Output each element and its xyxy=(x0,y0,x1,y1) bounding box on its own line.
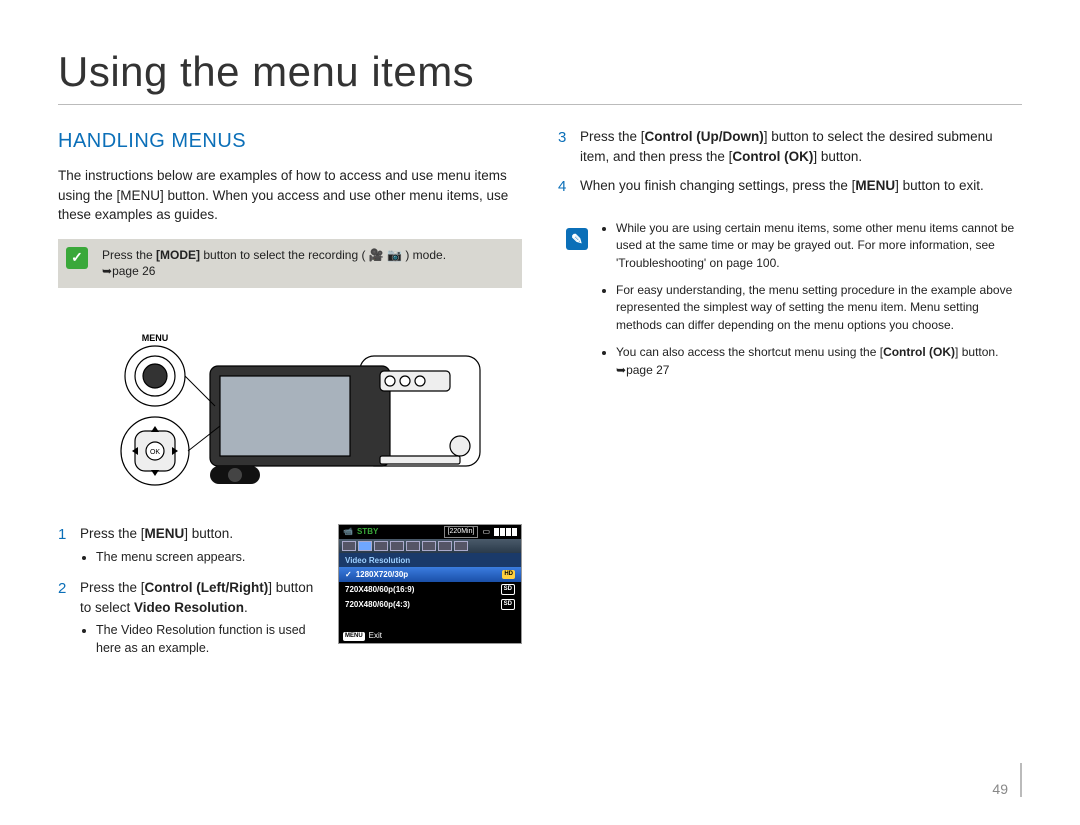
sd-badge: SD xyxy=(501,599,515,610)
step-2-bullet: The Video Resolution function is used he… xyxy=(96,621,324,657)
check-icon: ✓ xyxy=(345,569,352,581)
note-box: ✎ While you are using certain menu items… xyxy=(558,220,1022,379)
menu-item: 720X480/60p(4:3) SD xyxy=(339,597,521,612)
battery-icon xyxy=(494,528,517,536)
menu-header: Video Resolution xyxy=(339,553,521,567)
camcorder-illustration: MENU OK xyxy=(58,306,522,506)
left-column: HANDLING MENUS The instructions below ar… xyxy=(58,127,522,669)
arrow-icon: ➥ xyxy=(616,363,626,377)
menu-item-selected: ✓ 1280X720/30p HD xyxy=(339,567,521,582)
arrow-icon: ➥ xyxy=(102,264,112,278)
note-bullet-2: For easy understanding, the menu setting… xyxy=(616,282,1022,334)
ok-label-illustration: OK xyxy=(150,449,160,456)
section-heading: HANDLING MENUS xyxy=(58,127,522,156)
check-icon: ✓ xyxy=(66,247,88,269)
right-column: 3 Press the [Control (Up/Down)] button t… xyxy=(558,127,1022,669)
tip-text: Press the [MODE] button to select the re… xyxy=(102,248,446,279)
step-number: 1 xyxy=(58,524,70,568)
step-1-bullet: The menu screen appears. xyxy=(96,548,324,566)
card-icon: ▭ xyxy=(482,526,490,538)
camera-icon: 🎥 📷 xyxy=(369,248,402,262)
record-icon: 📹 xyxy=(343,526,353,538)
page-title: Using the menu items xyxy=(58,48,1022,105)
step-4: 4 When you finish changing settings, pre… xyxy=(558,176,1022,198)
note-bullet-1: While you are using certain menu items, … xyxy=(616,220,1022,272)
step-number: 4 xyxy=(558,176,570,198)
step-2: 2 Press the [Control (Left/Right)] butto… xyxy=(58,578,324,659)
camera-screen: 📹 STBY [220Min] ▭ Video Resolution ✓ 128… xyxy=(338,524,522,644)
step-number: 3 xyxy=(558,127,570,166)
page-number: 49 xyxy=(992,763,1022,797)
step-1: 1 Press the [MENU] button. The menu scre… xyxy=(58,524,324,568)
intro-paragraph: The instructions below are examples of h… xyxy=(58,166,522,225)
step-3: 3 Press the [Control (Up/Down)] button t… xyxy=(558,127,1022,166)
note-icon: ✎ xyxy=(566,228,588,250)
menu-tab-bar xyxy=(339,539,521,553)
exit-label: Exit xyxy=(369,630,382,642)
step-number: 2 xyxy=(58,578,70,659)
sd-badge: SD xyxy=(501,584,515,595)
mode-tip-box: ✓ Press the [MODE] button to select the … xyxy=(58,239,522,289)
menu-label-illustration: MENU xyxy=(142,333,169,343)
note-bullet-3: You can also access the shortcut menu us… xyxy=(616,344,1022,379)
menu-pill: MENU xyxy=(343,632,365,641)
hd-badge: HD xyxy=(502,570,515,579)
time-remaining: [220Min] xyxy=(444,526,479,538)
menu-item: 720X480/60p(16:9) SD xyxy=(339,582,521,597)
standby-label: STBY xyxy=(357,526,378,538)
